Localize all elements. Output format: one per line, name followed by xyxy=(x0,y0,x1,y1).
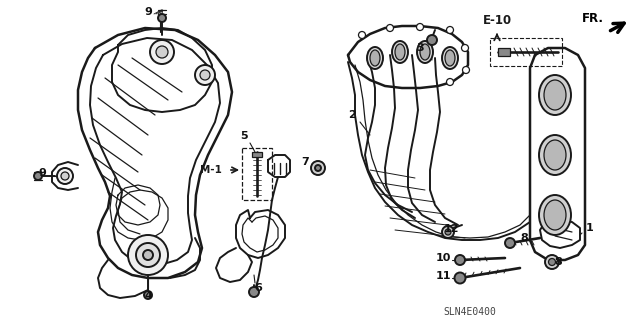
Circle shape xyxy=(143,250,153,260)
Text: 6: 6 xyxy=(254,283,262,293)
Polygon shape xyxy=(498,48,510,56)
Ellipse shape xyxy=(445,50,455,66)
Ellipse shape xyxy=(392,41,408,63)
Circle shape xyxy=(442,226,454,238)
Text: M-1: M-1 xyxy=(200,165,222,175)
Ellipse shape xyxy=(539,75,571,115)
Text: 1: 1 xyxy=(586,223,594,233)
Ellipse shape xyxy=(417,41,433,63)
Text: 12: 12 xyxy=(444,224,459,234)
Text: 8: 8 xyxy=(520,233,528,243)
Ellipse shape xyxy=(370,50,380,66)
Circle shape xyxy=(454,272,465,284)
Text: 11: 11 xyxy=(435,271,451,281)
Ellipse shape xyxy=(544,140,566,170)
Text: FR.: FR. xyxy=(582,11,604,25)
Circle shape xyxy=(427,35,437,45)
Circle shape xyxy=(156,46,168,58)
Circle shape xyxy=(548,258,556,265)
Ellipse shape xyxy=(395,44,405,60)
Ellipse shape xyxy=(539,135,571,175)
Circle shape xyxy=(315,165,321,171)
Circle shape xyxy=(200,70,210,80)
Text: 7: 7 xyxy=(301,157,309,167)
Circle shape xyxy=(358,32,365,39)
Text: 3: 3 xyxy=(416,43,424,53)
Text: 9: 9 xyxy=(144,7,152,17)
Circle shape xyxy=(447,26,454,33)
Circle shape xyxy=(545,255,559,269)
Circle shape xyxy=(417,24,424,31)
Bar xyxy=(490,38,562,66)
Circle shape xyxy=(447,78,454,85)
Circle shape xyxy=(455,255,465,265)
Ellipse shape xyxy=(367,47,383,69)
Text: E-10: E-10 xyxy=(483,13,511,26)
Circle shape xyxy=(61,172,69,180)
Text: 5: 5 xyxy=(240,131,248,141)
Circle shape xyxy=(136,243,160,267)
Circle shape xyxy=(461,44,468,51)
Ellipse shape xyxy=(442,47,458,69)
Ellipse shape xyxy=(420,44,430,60)
Text: 10: 10 xyxy=(435,253,451,263)
Circle shape xyxy=(128,235,168,275)
Polygon shape xyxy=(252,152,262,157)
Text: 9: 9 xyxy=(38,168,46,178)
Circle shape xyxy=(144,291,152,299)
Ellipse shape xyxy=(544,80,566,110)
Circle shape xyxy=(387,25,394,32)
Text: SLN4E0400: SLN4E0400 xyxy=(444,307,497,317)
Ellipse shape xyxy=(539,195,571,235)
Circle shape xyxy=(311,161,325,175)
Circle shape xyxy=(505,238,515,248)
Text: 4: 4 xyxy=(144,291,152,301)
Circle shape xyxy=(57,168,73,184)
Text: 2: 2 xyxy=(348,110,356,120)
Circle shape xyxy=(34,172,42,180)
Circle shape xyxy=(158,14,166,22)
Ellipse shape xyxy=(544,200,566,230)
Circle shape xyxy=(249,287,259,297)
Circle shape xyxy=(463,66,470,73)
Circle shape xyxy=(445,229,451,235)
Text: 8: 8 xyxy=(554,257,562,267)
Circle shape xyxy=(150,40,174,64)
Circle shape xyxy=(195,65,215,85)
Bar xyxy=(242,148,272,200)
